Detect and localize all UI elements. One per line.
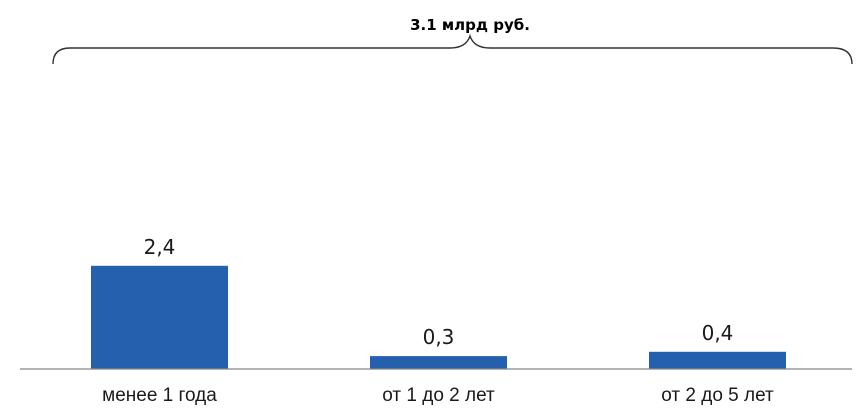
bar-value-label-2: 0,3 xyxy=(423,325,455,349)
bar-2 xyxy=(370,356,507,369)
category-label-1: менее 1 года xyxy=(102,385,217,406)
category-label-3: от 2 до 5 лет xyxy=(661,385,774,406)
bar-value-label-1: 2,4 xyxy=(144,235,176,259)
bars-group xyxy=(91,265,786,369)
bar-value-label-3: 0,4 xyxy=(702,321,734,345)
total-annotation: 3.1 млрд руб. xyxy=(410,16,530,34)
category-label-2: от 1 до 2 лет xyxy=(382,385,495,406)
bar-3 xyxy=(649,351,786,369)
labels-group: 2,4 менее 1 года 0,3 от 1 до 2 лет 0,4 от 2 д… xyxy=(102,235,774,406)
brace-annotation xyxy=(52,33,853,65)
bar-1 xyxy=(91,265,228,369)
